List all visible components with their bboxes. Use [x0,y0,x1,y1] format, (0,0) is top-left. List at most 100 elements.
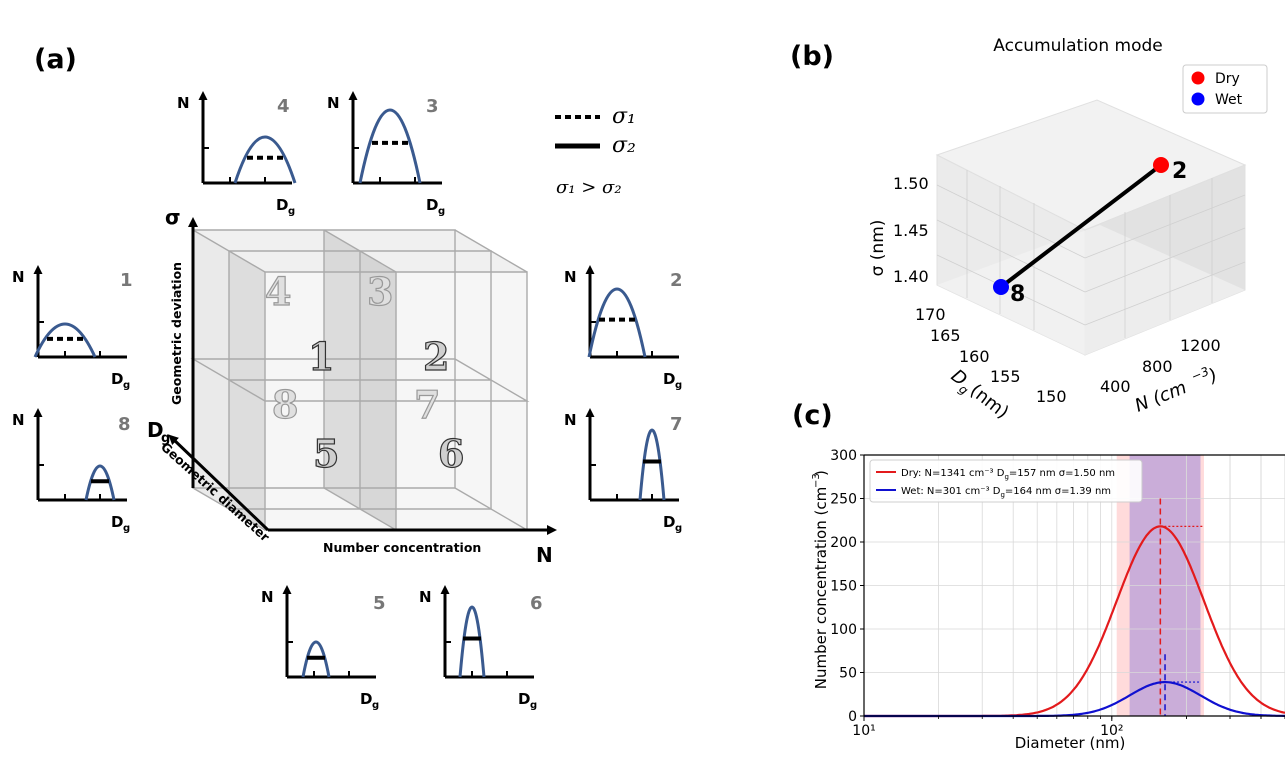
sigma-axis-label: σ [165,205,181,229]
y-tick-label: 100 [830,622,857,638]
mini-plot-7: N D g 7 [564,408,683,534]
y-tick-label: 0 [848,709,857,725]
mini-dg-label: D [276,196,288,214]
mini-dg-subscript: g [675,380,682,391]
geometric-deviation-label: Geometric deviation [169,262,184,405]
mini-plot-number: 8 [118,414,131,435]
mini-dg-label: D [426,196,438,214]
cube-edges [192,229,528,531]
mini-dg-subscript: g [675,523,682,534]
mini-distribution-curve [233,135,297,184]
wet-point [993,279,1009,295]
svg-text:): ) [812,470,830,476]
mini-distribution-curve [84,464,116,501]
mini-distribution-curve [301,640,331,678]
mini-distribution-curve [638,428,666,501]
svg-text:N (cm: N (cm [1132,377,1190,417]
mini-plot-2: N D g 2 [564,265,683,391]
mini-n-label: N [419,588,432,606]
y-tick-label: 150 [830,579,857,595]
z-tick-150: 1.50 [893,174,929,193]
mini-plot-6: N D g 6 [419,585,543,711]
mini-n-label: N [564,411,577,429]
mini-dg-label: D [663,370,675,388]
dry-point-label: 2 [1172,159,1187,184]
legend-wet-marker [1191,92,1205,106]
legend-dry-text: Dry: N=1341 cm⁻³ Dg=157 nm σ=1.50 nm [901,468,1115,481]
mini-dg-label: D [111,513,123,531]
svg-text:g: g [161,431,170,446]
mini-dg-label: D [111,370,123,388]
mini-plot-4: N D g 4 [177,91,297,217]
panel-c-label: (c) [792,400,833,431]
y-tick-150: 150 [1036,387,1067,406]
cube-number-5: 5 [313,431,339,476]
mini-distribution-curve [587,287,647,358]
legend-dry-label: Dry [1215,71,1240,87]
mini-dg-label: D [360,690,372,708]
chart-legend: Dry: N=1341 cm⁻³ Dg=157 nm σ=1.50 nm Wet:… [869,459,1143,503]
mini-distribution-curve [358,108,422,184]
y-axis-title: Number concentration (cm −3 ) [811,470,830,689]
mini-dg-subscript: g [123,380,130,391]
y-tick-155: 155 [990,367,1021,386]
cube-number-3: 3 [367,269,393,314]
panel-a: (a) σ₁ σ₂ σ₁ > σ₂ N D g 4 N D g 3 N D g 1 N D g 2 N D g 8 N D… [12,44,683,711]
cube-number-2: 2 [423,334,449,379]
panel-b: (b) Accumulation mode 2 8 D [790,36,1268,423]
mini-n-label: N [261,588,274,606]
mini-n-label: N [327,94,340,112]
svg-text:Number concentration (cm: Number concentration (cm [812,487,830,689]
legend-wet-label: Wet [1215,92,1243,108]
legend-sigma1: σ₁ [612,104,636,129]
legend-dry-marker [1191,71,1205,85]
dg-axis [168,434,270,532]
mini-plot-1: N D g 1 [12,265,133,391]
y-tick-label: 50 [839,666,857,682]
mini-dg-label: D [663,513,675,531]
mini-dg-subscript: g [288,206,295,217]
cube-number-1: 1 [308,334,334,379]
mini-plot-number: 4 [277,96,290,117]
mini-n-label: N [12,411,25,429]
mini-plot-number: 6 [530,593,543,614]
n-axis-label: N [536,543,553,567]
y-tick-160: 160 [959,347,990,366]
cube-center-slab-2 [360,251,396,530]
cube-number-6: 6 [438,431,464,476]
x-tick-800: 800 [1142,357,1173,376]
mini-dg-subscript: g [438,206,445,217]
x-tick-label: 10² [1100,723,1123,739]
line-chart: 0 50 100 150 200 250 300 10¹ 10² Dry: N=1341 cm⁻³… [830,448,1285,739]
y-tick-label: 250 [830,492,857,508]
mini-n-label: N [564,268,577,286]
cube-number-7: 7 [414,382,440,427]
cube-number-8: 8 [272,382,298,427]
mini-plot-number: 3 [426,96,439,117]
mini-plot-5: N D g 5 [261,585,386,711]
svg-text:−3: −3 [1189,364,1211,384]
panel-b-label: (b) [790,41,834,72]
z-tick-140: 1.40 [893,267,929,286]
y-tick-170: 170 [915,305,946,324]
mini-plot-8: N D g 8 [12,408,131,534]
svg-text:−3: −3 [811,473,822,488]
pane-grid [936,170,1246,338]
legend-wet-text: Wet: N=301 cm⁻³ Dg=164 nm σ=1.39 nm [901,486,1111,499]
x-tick-label: 10¹ [852,723,875,739]
legend-relation: σ₁ > σ₂ [556,177,622,198]
mini-dg-subscript: g [530,700,537,711]
dry-wet-line [999,163,1163,289]
mini-plot-number: 2 [670,270,683,291]
x-tick-1200: 1200 [1180,336,1221,355]
x-axis-title: Diameter (nm) [1015,734,1126,752]
x-tick-400: 400 [1100,377,1131,396]
cube-horizontal-split [190,358,530,402]
mini-dg-subscript: g [372,700,379,711]
dry-point [1153,157,1169,173]
cube-number-4: 4 [265,269,291,314]
y-tick-label: 200 [830,535,857,551]
mini-plots: N D g 4 N D g 3 N D g 1 N D g 2 N D g 8 N D g 7 N D g 5 N D g 6 [12,91,683,711]
mini-plot-number: 7 [670,414,683,435]
